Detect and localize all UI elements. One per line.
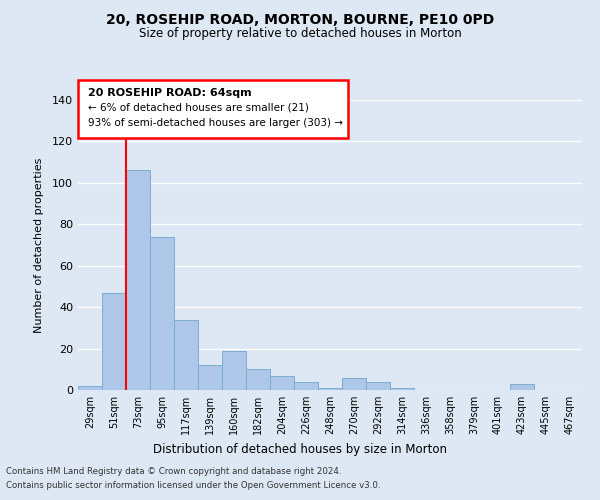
Y-axis label: Number of detached properties: Number of detached properties xyxy=(34,158,44,332)
Bar xyxy=(390,388,414,390)
Bar xyxy=(102,292,126,390)
Bar xyxy=(246,370,270,390)
Bar xyxy=(294,382,318,390)
Text: 20, ROSEHIP ROAD, MORTON, BOURNE, PE10 0PD: 20, ROSEHIP ROAD, MORTON, BOURNE, PE10 0… xyxy=(106,12,494,26)
Text: 20 ROSEHIP ROAD: 64sqm: 20 ROSEHIP ROAD: 64sqm xyxy=(88,88,252,98)
Text: Distribution of detached houses by size in Morton: Distribution of detached houses by size … xyxy=(153,442,447,456)
Bar xyxy=(270,376,294,390)
Text: Contains HM Land Registry data © Crown copyright and database right 2024.: Contains HM Land Registry data © Crown c… xyxy=(6,467,341,476)
Bar xyxy=(222,350,246,390)
Bar xyxy=(318,388,342,390)
Bar xyxy=(126,170,150,390)
Text: Size of property relative to detached houses in Morton: Size of property relative to detached ho… xyxy=(139,28,461,40)
Text: Contains public sector information licensed under the Open Government Licence v3: Contains public sector information licen… xyxy=(6,481,380,490)
Bar xyxy=(174,320,198,390)
Bar xyxy=(342,378,366,390)
Text: ← 6% of detached houses are smaller (21): ← 6% of detached houses are smaller (21) xyxy=(88,102,309,113)
Bar xyxy=(78,386,102,390)
Text: 93% of semi-detached houses are larger (303) →: 93% of semi-detached houses are larger (… xyxy=(88,118,343,128)
Bar xyxy=(510,384,534,390)
Bar xyxy=(198,365,222,390)
Bar xyxy=(366,382,390,390)
Bar xyxy=(150,236,174,390)
